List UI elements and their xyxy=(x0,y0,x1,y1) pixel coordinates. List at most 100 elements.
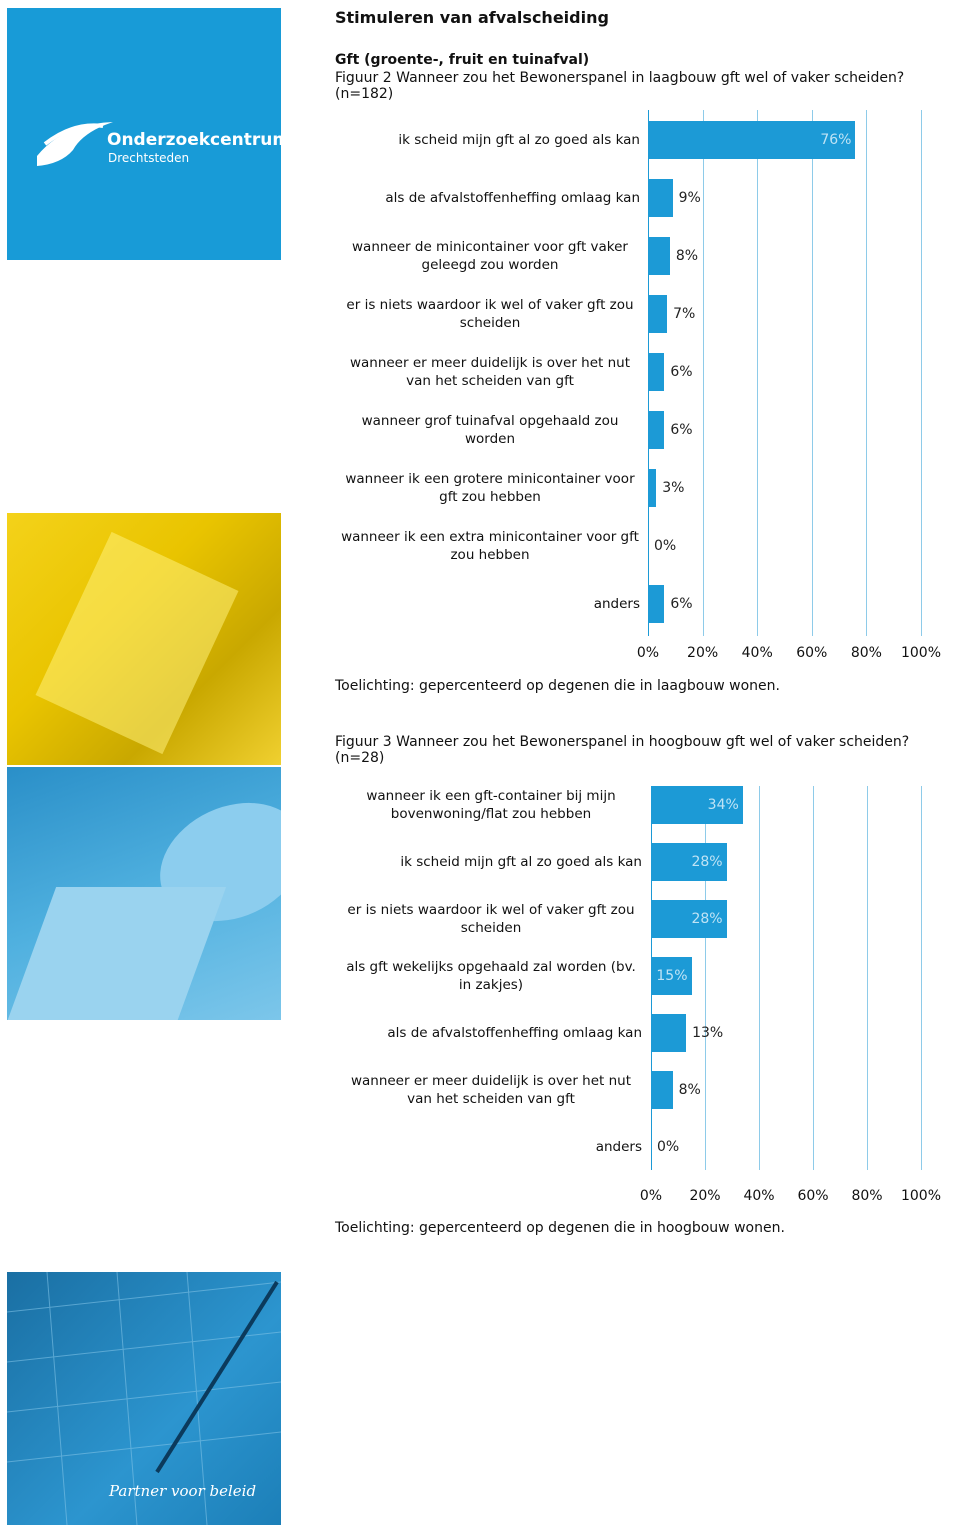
grid-line xyxy=(759,786,760,1170)
category-label: als gft wekelijks opgehaald zal worden (… xyxy=(340,956,642,996)
category-label: wanneer er meer duidelijk is over het nu… xyxy=(340,1070,642,1110)
category-label: ik scheid mijn gft al zo goed als kan xyxy=(340,120,640,160)
yellow-image xyxy=(7,513,281,765)
figure-title: Figuur 2 Wanneer zou het Bewonerspanel i… xyxy=(335,70,905,102)
logo-panel: Onderzoekcentrum Drechtsteden xyxy=(7,8,281,260)
grid-line xyxy=(867,786,868,1170)
category-label: er is niets waardoor ik wel of vaker gft… xyxy=(340,899,642,939)
bar xyxy=(648,121,856,159)
page-title: Stimuleren van afvalscheiding xyxy=(335,8,609,27)
image-lines xyxy=(7,1272,281,1525)
category-text: ik scheid mijn gft al zo goed als kan xyxy=(400,854,642,870)
category-label: ik scheid mijn gft al zo goed als kan xyxy=(340,842,642,882)
x-tick-label: 0% xyxy=(636,645,660,661)
category-label: wanneer grof tuinafval opgehaald zou wor… xyxy=(340,410,640,450)
tagline: Partner voor beleid xyxy=(109,1482,257,1500)
grid-line xyxy=(705,786,706,1170)
blue-image xyxy=(7,767,281,1020)
category-text: wanneer ik een grotere minicontainer voo… xyxy=(345,471,635,505)
category-label: er is niets waardoor ik wel of vaker gft… xyxy=(340,294,640,334)
category-label: als de afvalstoffenheffing omlaag kan xyxy=(340,1013,642,1053)
x-tick-label: 40% xyxy=(743,1188,775,1204)
bar xyxy=(648,179,673,217)
bar xyxy=(651,900,727,938)
figure-note: Toelichting: gepercenteerd op degenen di… xyxy=(335,1220,785,1236)
category-label: anders xyxy=(340,584,640,624)
value-label: 6% xyxy=(670,596,693,612)
x-tick-label: 100% xyxy=(900,645,942,661)
category-text: als de afvalstoffenheffing omlaag kan xyxy=(385,190,640,206)
category-text: als gft wekelijks opgehaald zal worden (… xyxy=(346,959,636,993)
bar xyxy=(651,957,692,995)
value-label: 0% xyxy=(657,1139,680,1155)
figure-title: Figuur 3 Wanneer zou het Bewonerspanel i… xyxy=(335,734,910,766)
bar xyxy=(648,353,665,391)
value-label: 8% xyxy=(675,248,699,264)
category-text: wanneer er meer duidelijk is over het nu… xyxy=(350,1073,632,1107)
category-text: wanneer grof tuinafval opgehaald zou wor… xyxy=(361,413,619,447)
value-label: 13% xyxy=(692,1025,724,1041)
category-label: wanneer er meer duidelijk is over het nu… xyxy=(340,352,640,392)
x-tick-label: 20% xyxy=(687,645,719,661)
x-tick-label: 100% xyxy=(900,1188,942,1204)
x-tick-label: 80% xyxy=(851,1188,883,1204)
figure-note: Toelichting: gepercenteerd op degenen di… xyxy=(335,678,780,694)
grid-line xyxy=(702,110,704,636)
x-tick-label: 40% xyxy=(741,645,773,661)
map-image: Partner voor beleid xyxy=(7,1272,281,1525)
category-text: wanneer ik een gft-container bij mijn bo… xyxy=(366,788,616,822)
value-label: 6% xyxy=(670,364,693,380)
bar xyxy=(651,843,727,881)
x-tick-label: 80% xyxy=(850,645,882,661)
value-label: 15% xyxy=(656,968,688,984)
grid-line xyxy=(921,786,922,1170)
category-text: er is niets waardoor ik wel of vaker gft… xyxy=(346,297,634,331)
value-label: 28% xyxy=(691,854,723,870)
x-tick-label: 20% xyxy=(689,1188,721,1204)
grid-line xyxy=(921,110,922,636)
value-label: 8% xyxy=(678,1082,701,1098)
category-text: als de afvalstoffenheffing omlaag kan xyxy=(387,1025,642,1041)
value-label: 7% xyxy=(673,306,696,322)
value-label: 34% xyxy=(707,797,739,813)
bar xyxy=(648,411,665,449)
category-text: wanneer ik een extra minicontainer voor … xyxy=(341,529,639,563)
category-text: anders xyxy=(595,1139,642,1155)
category-text: er is niets waardoor ik wel of vaker gft… xyxy=(347,902,635,936)
x-tick-label: 0% xyxy=(639,1188,663,1204)
value-label: 3% xyxy=(662,480,685,496)
section-title: Gft (groente-, fruit en tuinafval) xyxy=(335,52,590,68)
grid-line xyxy=(813,786,814,1170)
category-label: wanneer de minicontainer voor gft vaker … xyxy=(340,236,640,276)
category-label: anders xyxy=(340,1127,642,1167)
image-shape xyxy=(7,887,227,1020)
value-label: 76% xyxy=(820,132,852,148)
grid-line xyxy=(866,110,868,636)
category-text: anders xyxy=(593,596,640,612)
grid-line xyxy=(811,110,813,636)
category-text: ik scheid mijn gft al zo goed als kan xyxy=(398,132,640,148)
bar xyxy=(648,585,665,623)
category-label: als de afvalstoffenheffing omlaag kan xyxy=(340,178,640,218)
bar xyxy=(648,469,657,507)
category-label: wanneer ik een extra minicontainer voor … xyxy=(340,526,640,566)
logo-icon xyxy=(37,122,113,166)
value-label: 28% xyxy=(691,911,723,927)
value-label: 6% xyxy=(670,422,693,438)
category-label: wanneer ik een gft-container bij mijn bo… xyxy=(340,785,642,825)
category-text: wanneer de minicontainer voor gft vaker … xyxy=(352,239,628,273)
bar xyxy=(648,237,670,275)
bar xyxy=(651,786,743,824)
bar xyxy=(651,1014,687,1052)
category-text: wanneer er meer duidelijk is over het nu… xyxy=(349,355,631,389)
value-label: 9% xyxy=(678,190,701,206)
logo-name: Onderzoekcentrum xyxy=(107,130,281,150)
x-tick-label: 60% xyxy=(797,1188,829,1204)
category-label: wanneer ik een grotere minicontainer voo… xyxy=(340,468,640,508)
value-label: 0% xyxy=(654,538,677,554)
grid-line xyxy=(757,110,759,636)
logo-sub: Drechtsteden xyxy=(108,151,190,165)
bar xyxy=(651,1071,673,1109)
image-shape xyxy=(35,531,239,755)
